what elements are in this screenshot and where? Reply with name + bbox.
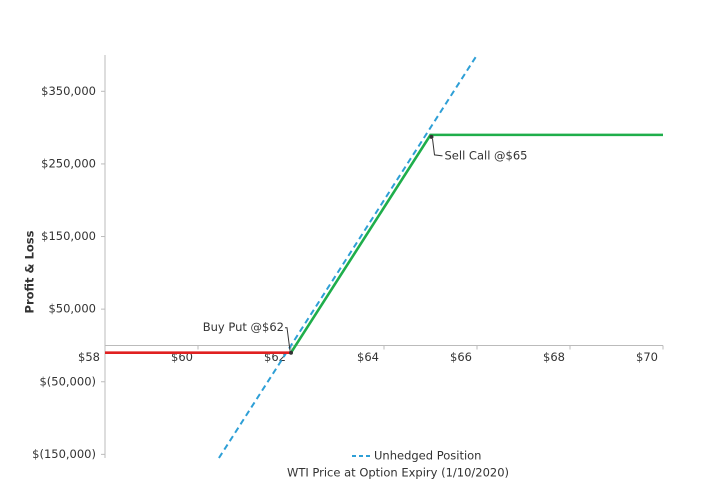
annotation: Sell Call @$65 [445, 148, 528, 162]
annotation-leader [285, 327, 291, 351]
y-tick-label: $50,000 [48, 302, 96, 316]
y-tick-label: $250,000 [41, 156, 96, 170]
y-tick-label: $(150,000) [32, 447, 96, 461]
legend-label: Unhedged Position [374, 449, 481, 463]
line [218, 54, 478, 459]
y-tick-label: $(50,000) [39, 374, 96, 388]
x-tick-label: $64 [357, 350, 379, 364]
x-tick-label: $58 [78, 350, 100, 364]
y-tick-label: $150,000 [41, 229, 96, 243]
y-tick-label: $350,000 [41, 84, 96, 98]
line [289, 133, 663, 354]
x-tick-label: $66 [450, 350, 472, 364]
annotation: Buy Put @$62 [203, 320, 284, 334]
x-tick-label: $68 [543, 350, 565, 364]
y-axis-title: Profit & Loss [23, 230, 37, 313]
annotation-point [289, 350, 293, 355]
x-tick-label: $70 [636, 350, 658, 364]
x-axis-title: WTI Price at Option Expiry (1/10/2020) [287, 466, 509, 480]
annotation-leader [432, 138, 443, 157]
annotation-point [429, 134, 434, 139]
